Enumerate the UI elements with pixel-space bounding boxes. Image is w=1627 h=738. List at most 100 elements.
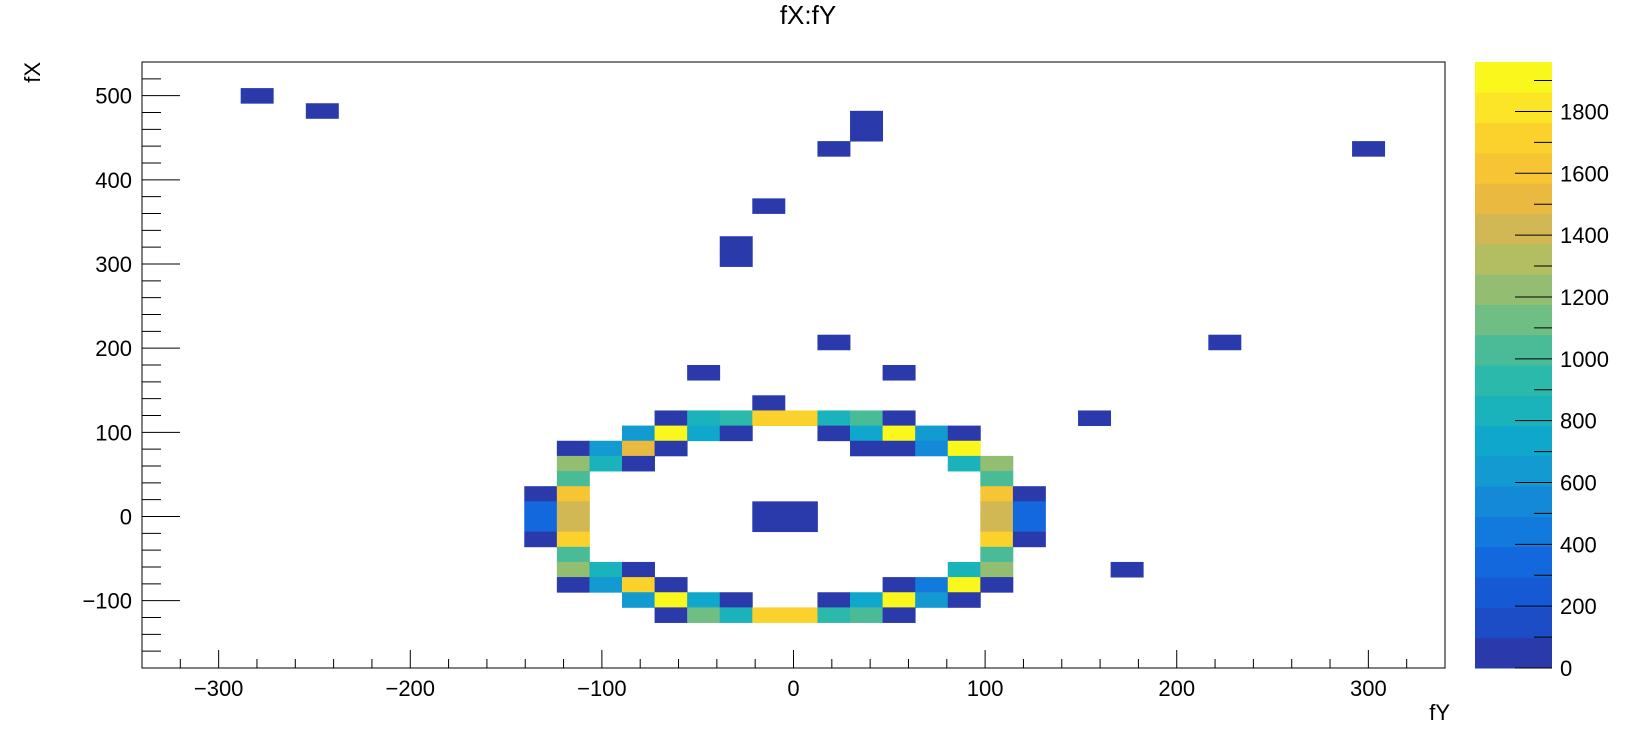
heatmap-cell xyxy=(589,455,623,472)
heatmap-cell xyxy=(556,546,590,563)
heatmap-cell xyxy=(882,410,916,426)
y-tick-label: 500 xyxy=(95,84,132,109)
heatmap-cell xyxy=(622,425,655,442)
heatmap-cell xyxy=(980,501,1014,517)
y-axis: −100 0 100 200 300 400 500 xyxy=(82,61,180,652)
x-tick-label: 100 xyxy=(967,676,1004,701)
heatmap-cell xyxy=(752,516,786,533)
heatmap-cell xyxy=(980,531,1014,548)
chart-title: fX:fY xyxy=(780,0,836,30)
heatmap-cell xyxy=(1352,141,1386,157)
heatmap-cell xyxy=(817,141,851,157)
heatmap-cell xyxy=(882,592,916,608)
heatmap-cell xyxy=(980,471,1014,487)
colorbar-tick-label: 600 xyxy=(1560,470,1597,495)
heatmap-cell xyxy=(622,455,655,472)
colorbar-swatch xyxy=(1475,243,1552,275)
colorbar-tick-label: 400 xyxy=(1560,532,1597,557)
y-tick-label: −100 xyxy=(82,589,132,614)
heatmap-cell xyxy=(687,607,721,623)
heatmap-cell xyxy=(589,440,623,457)
heatmap-cell xyxy=(784,607,818,623)
heatmap-cell xyxy=(752,198,786,214)
colorbar-tick-label: 0 xyxy=(1560,656,1572,681)
heatmap-cell xyxy=(752,501,786,517)
colorbar-tick-label: 200 xyxy=(1560,594,1597,619)
colorbar-swatch xyxy=(1475,92,1552,124)
heatmap-cell xyxy=(980,516,1014,533)
heatmap-cell xyxy=(817,425,851,442)
heatmap-cell xyxy=(687,365,721,381)
colorbar-swatch xyxy=(1475,395,1552,427)
heatmap-cell xyxy=(622,592,655,608)
heatmap-cell xyxy=(980,577,1014,593)
heatmap-cell xyxy=(556,561,590,578)
heatmap-cell xyxy=(622,440,655,457)
colorbar-tick-label: 1800 xyxy=(1560,99,1609,124)
heatmap-cells xyxy=(240,88,1386,623)
heatmap-cell xyxy=(622,577,655,593)
heatmap-cell xyxy=(752,410,786,426)
heatmap-cell xyxy=(850,110,884,127)
heatmap-cell xyxy=(556,471,590,487)
colorbar-swatch xyxy=(1475,607,1552,639)
heatmap-cell xyxy=(752,395,786,411)
heatmap-cell xyxy=(915,577,949,593)
heatmap-cell xyxy=(719,236,753,252)
heatmap-cell xyxy=(817,334,851,351)
heatmap-cell xyxy=(687,410,721,426)
y-tick-label: 200 xyxy=(95,336,132,361)
heatmap-cell xyxy=(850,607,884,623)
x-axis: −300 −200 −100 0 100 200 300 xyxy=(179,650,1408,701)
heatmap-cell xyxy=(556,455,590,472)
heatmap-cell xyxy=(882,607,916,623)
heatmap-cell xyxy=(784,501,818,517)
y-tick-label: 0 xyxy=(120,505,132,530)
heatmap-cell xyxy=(882,365,916,381)
heatmap-cell xyxy=(1110,561,1144,578)
plot-frame xyxy=(141,61,1446,669)
x-tick-label: 0 xyxy=(787,676,799,701)
colorbar-swatch xyxy=(1475,486,1552,517)
heatmap-cell xyxy=(947,592,981,608)
heatmap-cell xyxy=(850,592,884,608)
heatmap-cell xyxy=(719,410,753,426)
colorbar-swatch xyxy=(1475,365,1552,396)
heatmap-cell xyxy=(654,592,688,608)
heatmap-cell xyxy=(719,592,753,608)
heatmap-cell xyxy=(817,592,851,608)
heatmap-cell xyxy=(915,440,949,457)
heatmap-cell xyxy=(524,516,558,533)
heatmap-cell xyxy=(524,486,558,502)
heatmap-cell xyxy=(915,425,949,442)
heatmap-cell xyxy=(654,410,688,426)
heatmap-cell xyxy=(556,531,590,548)
heatmap-cell xyxy=(622,561,655,578)
heatmap-cell xyxy=(817,410,851,426)
heatmap-cell xyxy=(882,425,916,442)
heatmap-cell xyxy=(850,410,884,426)
color-scale-bar: 0 200 400 600 800 1000 1200 1400 1600 1800 xyxy=(1475,62,1609,681)
heatmap-cell xyxy=(947,425,981,442)
heatmap-cell xyxy=(556,501,590,517)
colorbar-swatch xyxy=(1475,516,1552,548)
colorbar-tick-label: 1400 xyxy=(1560,223,1609,248)
heatmap-cell xyxy=(524,531,558,548)
y-tick-label: 300 xyxy=(95,252,132,277)
heatmap-cell xyxy=(784,410,818,426)
x-tick-label: 200 xyxy=(1158,676,1195,701)
heatmap-cell xyxy=(947,440,981,457)
heatmap-cell xyxy=(850,440,884,457)
heatmap-cell xyxy=(980,561,1014,578)
heatmap-cell xyxy=(980,546,1014,563)
colorbar-swatch xyxy=(1475,274,1552,305)
heatmap-cell xyxy=(556,486,590,502)
heatmap-cell xyxy=(305,103,339,119)
colorbar-swatch xyxy=(1475,546,1552,578)
heatmap-cell xyxy=(1012,516,1046,533)
colorbar-swatch xyxy=(1475,577,1552,608)
heatmap-cell xyxy=(654,440,688,457)
heatmap-cell xyxy=(719,425,753,442)
heatmap-cell xyxy=(1078,410,1112,426)
